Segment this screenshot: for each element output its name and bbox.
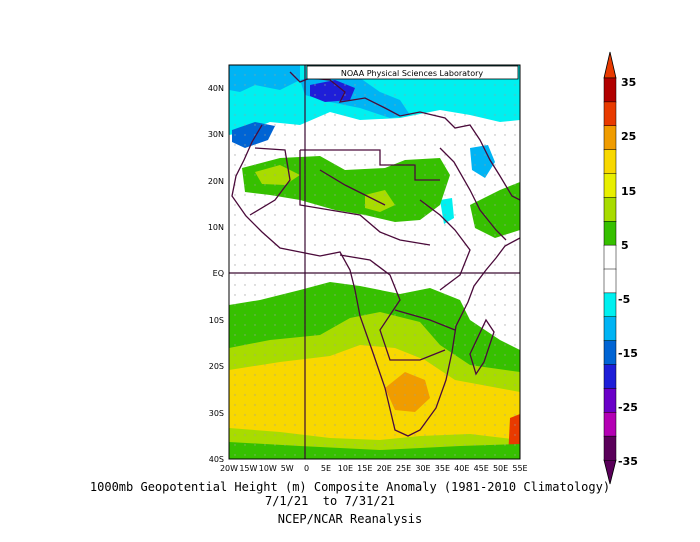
colorbar-label-m35: -35	[618, 455, 638, 468]
colorbar-segment	[603, 244, 617, 270]
data-source: NCEP/NCAR Reanalysis	[277, 512, 423, 526]
lon-axis: 20W 15W 10W 5W 0 5E 10E 15E 20E 25E 30E 35E 40E 45E 50…	[220, 464, 528, 473]
lon-label-20e: 20E	[377, 464, 392, 473]
colorbar-segment	[603, 292, 617, 318]
lon-label-5w: 5W	[281, 464, 294, 473]
credit-box	[306, 65, 519, 80]
lat-label-40s: 40S	[209, 455, 224, 464]
lon-label-15w: 15W	[239, 464, 257, 473]
map-panel: NOAA Physical Sciences Laboratory	[228, 64, 521, 460]
colorbar-segment	[603, 77, 617, 103]
colorbar-segment	[603, 388, 617, 413]
lat-label-30s: 30S	[209, 409, 224, 418]
lon-label-5e: 5E	[321, 464, 331, 473]
colorbar-segment	[603, 268, 617, 294]
lon-label-50e: 50E	[493, 464, 508, 473]
lon-label-0: 0	[304, 464, 309, 473]
anomaly-shading	[229, 65, 520, 459]
colorbar-label-m5: -5	[618, 293, 630, 306]
lon-label-55e: 55E	[512, 464, 527, 473]
colorbar-segment	[603, 412, 617, 437]
colorbar-segment	[603, 340, 617, 366]
colorbar-segment	[603, 221, 617, 246]
lat-label-10s: 10S	[209, 316, 224, 325]
date-range: 7/1/21 to 7/31/21	[264, 494, 396, 508]
colorbar-segment	[603, 364, 617, 389]
colorbar-label-25: 25	[621, 130, 636, 143]
lat-label-20n: 20N	[208, 177, 224, 186]
colorbar-label-35: 35	[621, 76, 636, 89]
lon-label-15e: 15E	[357, 464, 372, 473]
credit-text: NOAA Physical Sciences Laboratory	[341, 69, 484, 78]
colorbar-segment	[603, 149, 617, 175]
lon-label-40e: 40E	[454, 464, 469, 473]
colorbar-label-m25: -25	[618, 401, 638, 414]
lat-label-30n: 30N	[208, 130, 224, 139]
lon-label-45e: 45E	[474, 464, 489, 473]
lon-label-30e: 30E	[415, 464, 430, 473]
colorbar-label-m15: -15	[618, 347, 638, 360]
colorbar-segment	[603, 435, 617, 461]
lat-label-40n: 40N	[208, 84, 224, 93]
colorbar-top-arrow	[603, 51, 617, 79]
colorbar-segment	[603, 125, 617, 151]
coastlines	[231, 71, 520, 437]
lat-label-10n: 10N	[208, 223, 224, 232]
lat-axis: 40N 30N 20N 10N EQ 10S 20S 30S 40S	[208, 84, 224, 464]
lon-label-25e: 25E	[396, 464, 411, 473]
colorbar-label-5: 5	[621, 239, 629, 252]
colorbar-label-15: 15	[621, 185, 636, 198]
colorbar-segment	[603, 101, 617, 127]
figure-title: 1000mb Geopotential Height (m) Composite…	[89, 480, 611, 494]
lon-label-10e: 10E	[338, 464, 353, 473]
map-frame	[228, 64, 521, 460]
lon-label-20w: 20W	[220, 464, 238, 473]
colorbar-segment	[603, 316, 617, 342]
lon-label-35e: 35E	[435, 464, 450, 473]
colorbar: 35 25 15 5 -5 -15 -25 -35	[603, 51, 638, 485]
lat-label-eq: EQ	[213, 269, 224, 278]
colorbar-segment	[603, 173, 617, 198]
colorbar-segment	[603, 197, 617, 222]
lat-label-20s: 20S	[209, 362, 224, 371]
lon-label-10w: 10W	[259, 464, 277, 473]
